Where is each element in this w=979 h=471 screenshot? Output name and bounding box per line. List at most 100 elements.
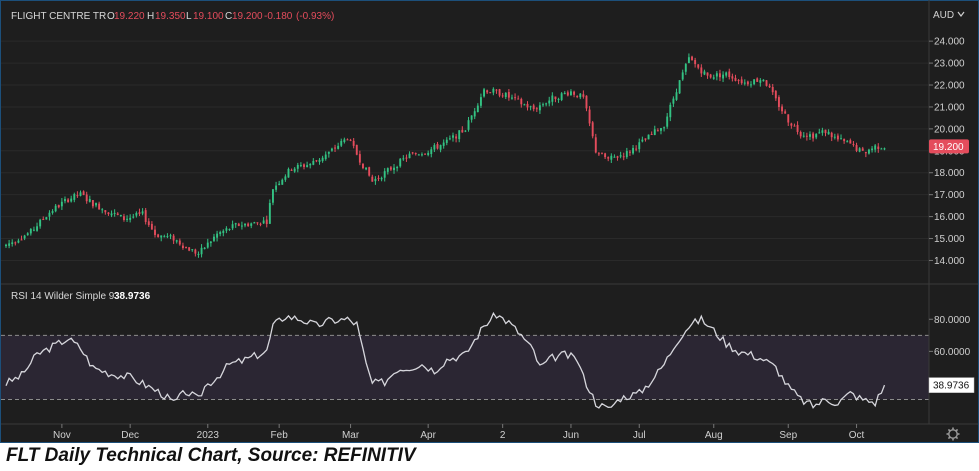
candle-body xyxy=(777,97,780,108)
candle-body xyxy=(396,167,399,169)
time-tick-label: 2 xyxy=(500,430,506,441)
candle-body xyxy=(545,103,548,105)
candle-body xyxy=(126,218,129,220)
rsi-pane[interactable] xyxy=(1,311,929,409)
candle-body xyxy=(445,139,448,143)
candle-body xyxy=(20,239,23,241)
candle-body xyxy=(275,185,278,190)
candle-body xyxy=(607,157,610,159)
candle-body xyxy=(498,89,501,96)
candle-body xyxy=(337,145,340,149)
candle-body xyxy=(734,77,737,81)
candle-body xyxy=(439,145,442,150)
candle-body xyxy=(585,95,588,109)
candle-body xyxy=(728,71,731,77)
candle-body xyxy=(327,151,330,154)
candle-body xyxy=(383,171,386,178)
instrument-name[interactable]: FLIGHT CENTRE TR xyxy=(11,11,106,22)
price-axis[interactable]: 24.00023.00022.00021.00020.00019.00018.0… xyxy=(929,37,965,267)
candle-body xyxy=(765,80,768,86)
price-pane[interactable] xyxy=(1,40,929,261)
candle-body xyxy=(51,211,54,213)
rsi-band-fill xyxy=(1,335,929,400)
gear-icon[interactable] xyxy=(948,429,958,439)
candle-body xyxy=(420,154,423,156)
time-tick-label: Apr xyxy=(420,430,436,441)
candle-body xyxy=(529,106,532,108)
candle-body xyxy=(476,105,479,113)
candle-body xyxy=(774,90,777,99)
chevron-down-icon[interactable] xyxy=(957,11,965,17)
candle-body xyxy=(762,79,765,82)
candle-body xyxy=(141,211,144,214)
currency-selector[interactable]: AUD xyxy=(933,10,965,21)
currency-label[interactable]: AUD xyxy=(933,10,954,21)
candle-body xyxy=(597,153,600,155)
candle-body xyxy=(737,80,740,82)
candle-body xyxy=(492,88,495,93)
rsi-indicator-label[interactable]: RSI 14 Wilder Simple 9 xyxy=(11,291,115,302)
candle-body xyxy=(104,210,107,213)
candle-body xyxy=(815,134,818,138)
candle-body xyxy=(281,179,284,185)
candle-body xyxy=(557,98,560,100)
candle-body xyxy=(740,79,743,84)
candle-body xyxy=(147,221,150,225)
time-tick-label: Mar xyxy=(342,430,360,441)
candle-body xyxy=(694,60,697,65)
candle-body xyxy=(377,177,380,179)
price-tick-label: 22.000 xyxy=(934,81,965,92)
candle-body xyxy=(756,78,759,82)
candle-body xyxy=(793,125,796,127)
candle-body xyxy=(594,137,597,153)
ohlc-change-value: -0.180 xyxy=(264,11,293,22)
candle-body xyxy=(355,144,358,155)
candle-body xyxy=(836,135,839,140)
ohlc-open-value: 19.220 xyxy=(114,11,145,22)
candle-body xyxy=(768,85,771,88)
candle-body xyxy=(166,236,169,238)
candle-body xyxy=(455,136,458,139)
candle-body xyxy=(613,156,616,158)
candle-body xyxy=(32,229,35,231)
chart-canvas[interactable]: FLIGHT CENTRE TR O 19.220 H 19.350 L 19.… xyxy=(0,0,979,443)
candle-body xyxy=(427,152,430,156)
candle-body xyxy=(759,80,762,83)
candle-body xyxy=(725,72,728,76)
candle-body xyxy=(604,153,607,158)
candle-body xyxy=(358,154,361,163)
candle-body xyxy=(150,223,153,230)
rsi-value-badge-bg xyxy=(928,377,975,393)
candle-body xyxy=(495,89,498,91)
candle-body xyxy=(402,158,405,160)
candle-body xyxy=(17,240,20,243)
candle-body xyxy=(514,97,517,99)
settings-button[interactable] xyxy=(946,427,960,441)
candle-body xyxy=(656,130,659,132)
candle-body xyxy=(700,67,703,74)
time-tick-label: Feb xyxy=(271,430,289,441)
candle-body xyxy=(663,127,666,129)
candle-body xyxy=(706,72,709,76)
ohlc-open-label: O xyxy=(107,11,115,22)
ohlc-change-percent: (-0.93%) xyxy=(296,11,334,22)
candle-body xyxy=(548,100,551,104)
price-tick-label: 14.000 xyxy=(934,256,965,267)
candle-body xyxy=(591,122,594,137)
rsi-tick-label: 80.0000 xyxy=(934,315,971,326)
candle-body xyxy=(855,145,858,151)
candle-body xyxy=(430,149,433,154)
candle-body xyxy=(110,213,113,216)
ohlc-legend: FLIGHT CENTRE TR O 19.220 H 19.350 L 19.… xyxy=(11,11,334,22)
candle-body xyxy=(799,131,802,137)
candle-body xyxy=(846,141,849,143)
candle-body xyxy=(877,146,880,149)
candle-body xyxy=(790,123,793,126)
rsi-axis[interactable]: 80.0000 60.0000 xyxy=(929,315,971,358)
candle-body xyxy=(753,79,756,85)
time-axis[interactable]: Nov Dec 2023 Feb Mar Apr 2 Jun Jul Aug Sep Oct xyxy=(53,424,865,441)
price-tick-label: 23.000 xyxy=(934,59,965,70)
candle-body xyxy=(60,201,63,207)
candle-body xyxy=(200,247,203,255)
candle-body xyxy=(228,229,231,231)
